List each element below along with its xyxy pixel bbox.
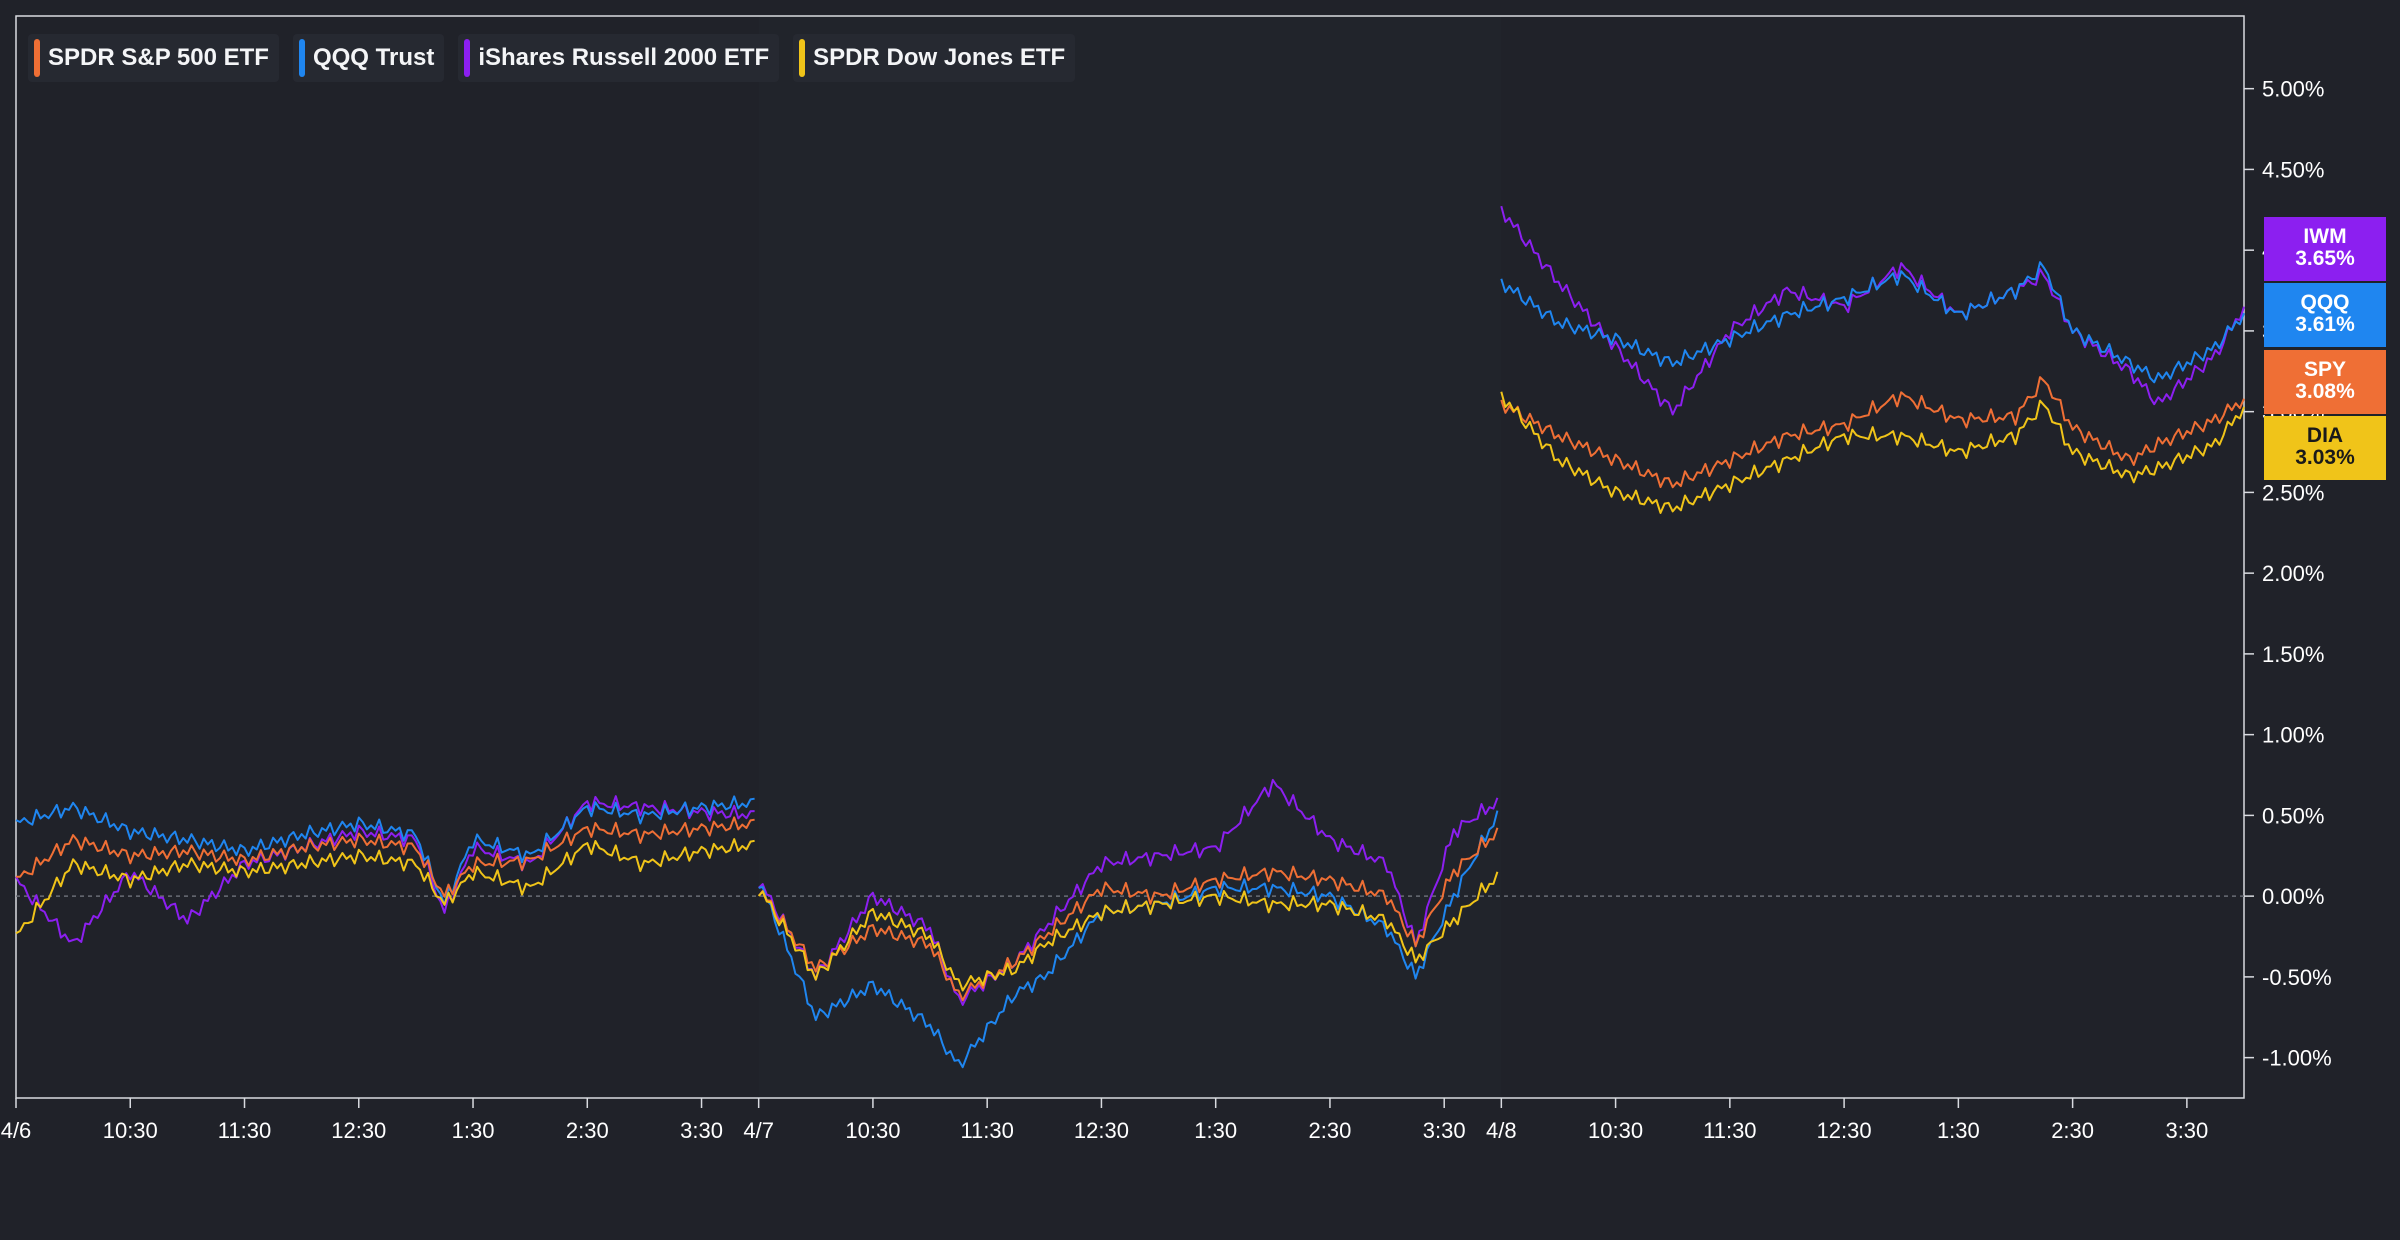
x-tick-label: 11:30	[218, 1118, 271, 1143]
y-tick-label: -1.00%	[2262, 1046, 2332, 1071]
tag-value-iwm: 3.65%	[2295, 247, 2355, 270]
series-line-dia	[15, 391, 2245, 992]
x-tick-label: 3:30	[680, 1118, 723, 1143]
y-tick-label: 5.00%	[2262, 77, 2324, 102]
plot-frame	[15, 15, 2245, 1099]
tag-value-dia: 3.03%	[2295, 446, 2355, 469]
x-tick-label: 4/7	[743, 1118, 774, 1143]
tag-ticker-iwm: IWM	[2303, 225, 2347, 248]
x-tick-label: 12:30	[1074, 1118, 1129, 1143]
x-tick-label: 10:30	[103, 1118, 158, 1143]
session-band	[758, 16, 1502, 1098]
tag-ticker-qqq: QQQ	[2300, 291, 2350, 314]
x-tick-label: 11:30	[1703, 1118, 1756, 1143]
x-tick-label: 3:30	[1423, 1118, 1466, 1143]
tag-value-spy: 3.08%	[2295, 380, 2355, 403]
legend-label-qqq: QQQ Trust	[312, 44, 435, 71]
last-value-tag-qqq: QQQ 3.61%	[2264, 283, 2386, 347]
legend-label-iwm: iShares Russell 2000 ETF	[478, 44, 770, 71]
x-tick-label: 1:30	[452, 1118, 495, 1143]
x-tick-label: 3:30	[2165, 1118, 2208, 1143]
x-tick-label: 1:30	[1937, 1118, 1980, 1143]
x-tick-label: 4/8	[1486, 1118, 1517, 1143]
legend-label-spy: SPDR S&P 500 ETF	[48, 44, 269, 71]
tag-ticker-dia: DIA	[2306, 424, 2344, 447]
x-tick-label: 4/6	[1, 1118, 32, 1143]
x-tick-label: 12:30	[1817, 1118, 1872, 1143]
legend-item-dia[interactable]: SPDR Dow Jones ETF	[793, 34, 1076, 82]
x-tick-label: 2:30	[1309, 1118, 1352, 1143]
legend-item-iwm[interactable]: iShares Russell 2000 ETF	[458, 34, 780, 82]
x-tick-label: 1:30	[1194, 1118, 1237, 1143]
x-tick-label: 2:30	[2051, 1118, 2094, 1143]
y-tick-label: 2.00%	[2262, 561, 2324, 586]
legend-swatch-spy	[34, 39, 40, 77]
tag-value-qqq: 3.61%	[2295, 313, 2355, 336]
y-tick-label: 4.50%	[2262, 157, 2324, 182]
legend-swatch-qqq	[298, 39, 305, 77]
y-tick-label: 0.50%	[2262, 803, 2324, 828]
y-tick-label: 2.50%	[2262, 480, 2324, 505]
x-tick-label: 12:30	[331, 1118, 386, 1143]
legend-swatch-dia	[799, 39, 806, 77]
x-tick-label: 11:30	[960, 1118, 1013, 1143]
legend-swatch-iwm	[464, 39, 471, 77]
tag-ticker-spy: SPY	[2303, 358, 2347, 381]
x-tick-label: 10:30	[1588, 1118, 1643, 1143]
y-tick-label: 0.00%	[2262, 884, 2324, 909]
y-tick-label: 1.00%	[2262, 723, 2324, 748]
series-line-spy	[15, 376, 2245, 1002]
x-tick-label: 10:30	[845, 1118, 900, 1143]
last-value-tag-iwm: IWM 3.65%	[2264, 217, 2386, 281]
last-value-tag-spy: SPY 3.08%	[2264, 350, 2386, 414]
legend-item-spy[interactable]: SPDR S&P 500 ETF	[28, 34, 279, 82]
y-tick-label: -0.50%	[2262, 965, 2332, 990]
last-value-tag-dia: DIA 3.03%	[2264, 416, 2386, 480]
legend: SPDR S&P 500 ETF QQQ Trust iShares Russe…	[28, 34, 1076, 82]
y-tick-label: 1.50%	[2262, 642, 2324, 667]
x-tick-label: 2:30	[566, 1118, 609, 1143]
legend-label-dia: SPDR Dow Jones ETF	[813, 44, 1066, 71]
legend-item-qqq[interactable]: QQQ Trust	[292, 34, 445, 82]
